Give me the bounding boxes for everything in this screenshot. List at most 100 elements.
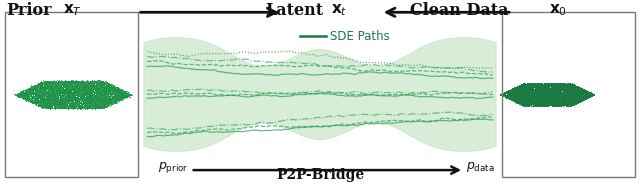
Point	[548, 93, 559, 96]
Point	[121, 92, 131, 95]
Point	[79, 90, 89, 93]
Point	[511, 99, 522, 102]
Point	[71, 102, 81, 105]
Point	[52, 89, 62, 92]
Point	[79, 81, 89, 84]
Point	[545, 91, 556, 94]
Point	[55, 99, 65, 102]
Point	[80, 91, 90, 94]
Point	[51, 89, 61, 92]
Point	[48, 83, 58, 86]
Point	[573, 98, 583, 101]
Point	[516, 101, 527, 104]
Point	[543, 96, 554, 99]
Point	[518, 86, 529, 89]
Point	[82, 95, 92, 98]
Point	[52, 81, 63, 84]
Point	[536, 83, 546, 86]
Point	[58, 80, 68, 83]
Point	[81, 98, 92, 101]
Point	[532, 103, 543, 106]
Point	[84, 97, 95, 100]
Point	[17, 92, 28, 95]
Point	[112, 91, 122, 94]
Point	[54, 101, 64, 105]
Point	[566, 96, 577, 99]
Point	[45, 97, 55, 100]
Point	[36, 82, 46, 85]
Point	[52, 84, 63, 87]
Point	[513, 95, 523, 98]
Point	[504, 89, 515, 92]
Point	[569, 95, 579, 98]
Point	[53, 99, 63, 102]
Point	[92, 83, 102, 86]
Point	[518, 86, 529, 89]
Point	[547, 101, 557, 105]
Point	[69, 95, 79, 98]
Point	[33, 91, 44, 94]
Point	[50, 95, 60, 98]
Point	[60, 90, 70, 93]
Point	[554, 90, 564, 93]
Point	[90, 100, 100, 103]
Point	[567, 90, 577, 93]
Point	[547, 81, 557, 84]
Point	[84, 81, 95, 84]
Point	[37, 84, 47, 87]
Point	[91, 86, 101, 89]
Point	[584, 94, 594, 98]
Point	[537, 95, 547, 98]
Point	[91, 89, 101, 92]
Point	[563, 85, 573, 88]
Point	[107, 84, 117, 87]
Point	[104, 96, 115, 99]
Point	[536, 86, 546, 89]
Point	[499, 92, 509, 95]
Point	[22, 89, 33, 92]
Point	[55, 99, 65, 102]
Point	[548, 102, 559, 105]
Point	[518, 83, 529, 86]
Point	[38, 90, 49, 93]
Point	[72, 85, 82, 88]
Point	[77, 104, 88, 107]
Point	[531, 96, 541, 99]
Point	[46, 86, 56, 89]
Point	[508, 94, 518, 97]
Point	[76, 93, 86, 96]
Point	[22, 93, 32, 96]
Point	[74, 103, 84, 106]
Point	[554, 91, 564, 94]
Point	[527, 91, 538, 94]
Point	[55, 92, 65, 95]
Point	[112, 88, 122, 91]
Point	[22, 91, 32, 94]
Point	[107, 83, 117, 86]
Point	[576, 88, 586, 91]
Point	[35, 102, 45, 105]
Point	[568, 94, 579, 97]
Point	[63, 85, 73, 88]
Point	[18, 91, 28, 94]
Point	[557, 87, 567, 90]
Point	[83, 84, 93, 87]
Point	[543, 98, 553, 101]
Point	[541, 88, 551, 91]
Point	[74, 92, 84, 95]
Point	[515, 88, 525, 91]
Point	[111, 94, 122, 98]
Point	[525, 94, 536, 97]
Point	[558, 102, 568, 105]
Point	[72, 101, 83, 105]
Point	[549, 85, 559, 88]
Point	[94, 98, 104, 101]
Point	[563, 103, 573, 106]
Point	[119, 89, 129, 92]
Point	[40, 106, 50, 109]
Point	[550, 101, 560, 104]
Point	[569, 98, 579, 101]
Point	[38, 100, 49, 103]
Point	[557, 103, 568, 106]
Point	[518, 82, 529, 85]
